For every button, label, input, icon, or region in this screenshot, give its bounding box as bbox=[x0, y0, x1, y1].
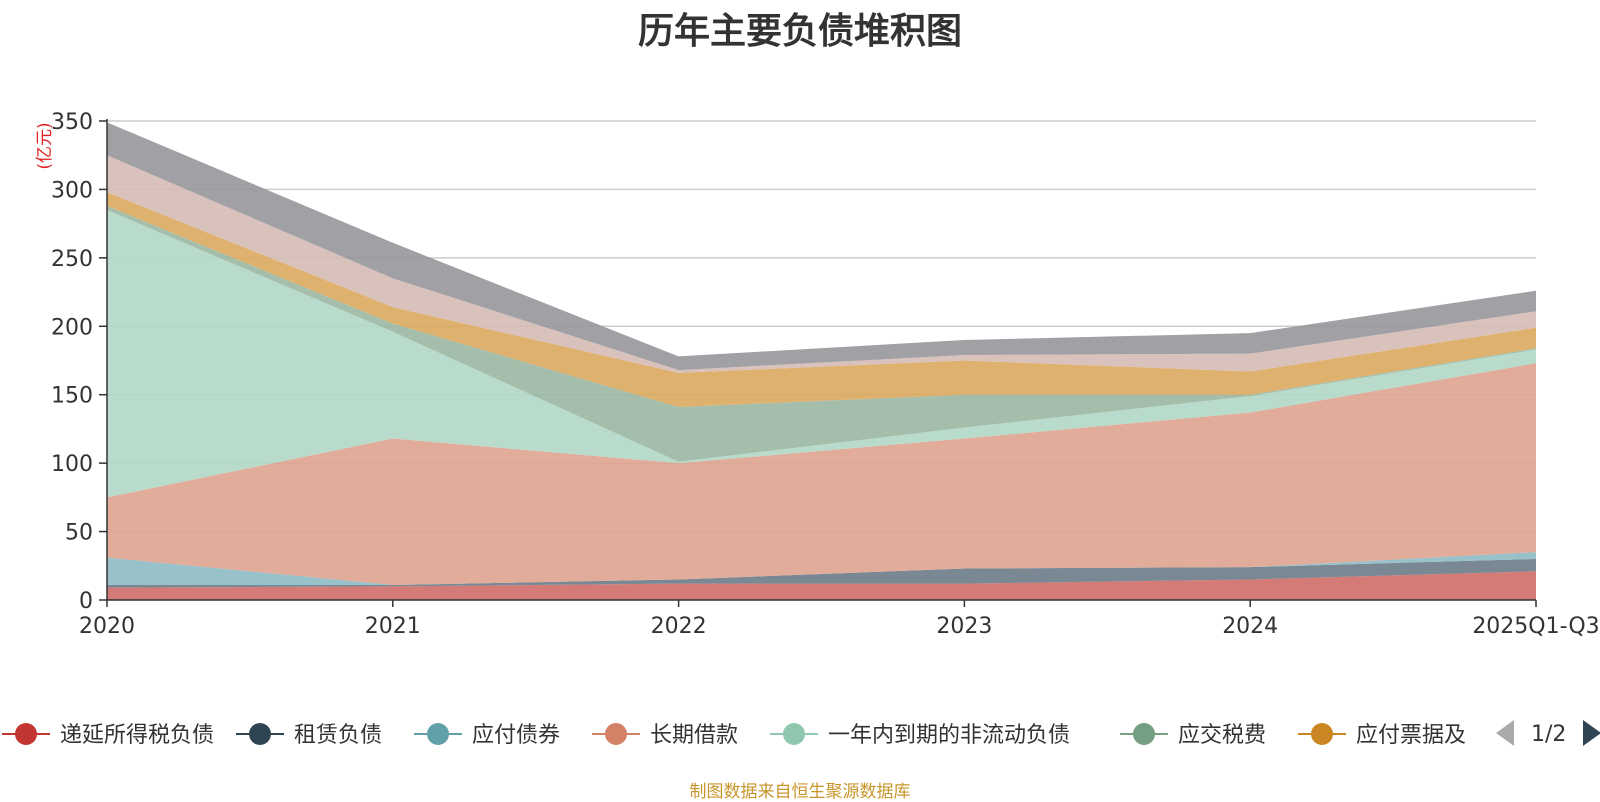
chart-title: 历年主要负债堆积图 bbox=[637, 11, 962, 52]
y-tick-label: 250 bbox=[51, 247, 93, 272]
y-tick-label: 350 bbox=[51, 110, 93, 135]
legend-marker-icon bbox=[783, 723, 805, 745]
area-3 bbox=[107, 552, 1536, 585]
legend-label: 应付票据及 bbox=[1356, 723, 1466, 748]
legend-label: 应交税费 bbox=[1178, 723, 1266, 748]
legend-marker-icon bbox=[1311, 723, 1333, 745]
y-axis-unit-label: (亿元) bbox=[35, 122, 55, 169]
legend-item[interactable]: 递延所得税负债 bbox=[2, 723, 214, 748]
x-tick-label: 2022 bbox=[651, 614, 707, 639]
data-source-note: 制图数据来自恒生聚源数据库 bbox=[689, 782, 911, 802]
legend-marker-icon bbox=[605, 723, 627, 745]
legend-label: 应付债券 bbox=[472, 723, 560, 748]
y-tick-label: 150 bbox=[51, 384, 93, 409]
legend-page-indicator: 1/2 bbox=[1531, 722, 1566, 747]
x-tick-label: 2023 bbox=[936, 614, 992, 639]
area-8 bbox=[107, 155, 1536, 373]
legend-item[interactable]: 一年内到期的非流动负债 bbox=[770, 723, 1070, 748]
y-tick-label: 50 bbox=[65, 521, 93, 546]
y-tick-label: 200 bbox=[51, 315, 93, 340]
legend-item[interactable]: 租赁负债 bbox=[236, 723, 382, 748]
x-tick-label: 2025Q1-Q3 bbox=[1472, 614, 1599, 639]
legend-item[interactable]: 长期借款 bbox=[592, 723, 738, 748]
legend-marker-icon bbox=[15, 723, 37, 745]
legend-label: 一年内到期的非流动负债 bbox=[828, 723, 1070, 748]
area-4 bbox=[107, 363, 1536, 585]
legend-prev-icon[interactable] bbox=[1496, 720, 1514, 746]
area-2 bbox=[107, 558, 1536, 588]
legend-pager: 1/2 bbox=[1496, 720, 1600, 747]
legend-item[interactable]: 应付债券 bbox=[414, 723, 560, 748]
legend-item[interactable]: 应交税费 bbox=[1120, 723, 1266, 748]
legend-marker-icon bbox=[249, 723, 271, 745]
area-6 bbox=[107, 205, 1536, 462]
legend-marker-icon bbox=[1133, 723, 1155, 745]
legend-marker-icon bbox=[427, 723, 449, 745]
legend: 递延所得税负债 租赁负债 应付债券 长期借款 一年内到期的非流动负债 应交税费 应付票据及 bbox=[2, 723, 1466, 748]
area-9 bbox=[107, 122, 1536, 371]
legend-label: 长期借款 bbox=[650, 723, 738, 748]
area-1 bbox=[107, 571, 1536, 600]
legend-label: 租赁负债 bbox=[294, 723, 382, 748]
y-tick-label: 0 bbox=[79, 589, 93, 614]
x-tick-label: 2021 bbox=[365, 614, 421, 639]
axes: 0 50 100 150 200 250 300 350 2020 2021 2022 2023 202… bbox=[35, 110, 1600, 639]
area-series bbox=[107, 122, 1536, 600]
y-tick-label: 100 bbox=[51, 452, 93, 477]
area-5 bbox=[107, 209, 1536, 498]
x-tick-label: 2020 bbox=[79, 614, 135, 639]
x-tick-label: 2024 bbox=[1222, 614, 1278, 639]
legend-next-icon[interactable] bbox=[1583, 720, 1600, 746]
legend-item[interactable]: 应付票据及 bbox=[1298, 723, 1466, 748]
y-tick-label: 300 bbox=[51, 178, 93, 203]
legend-label: 递延所得税负债 bbox=[60, 723, 214, 748]
